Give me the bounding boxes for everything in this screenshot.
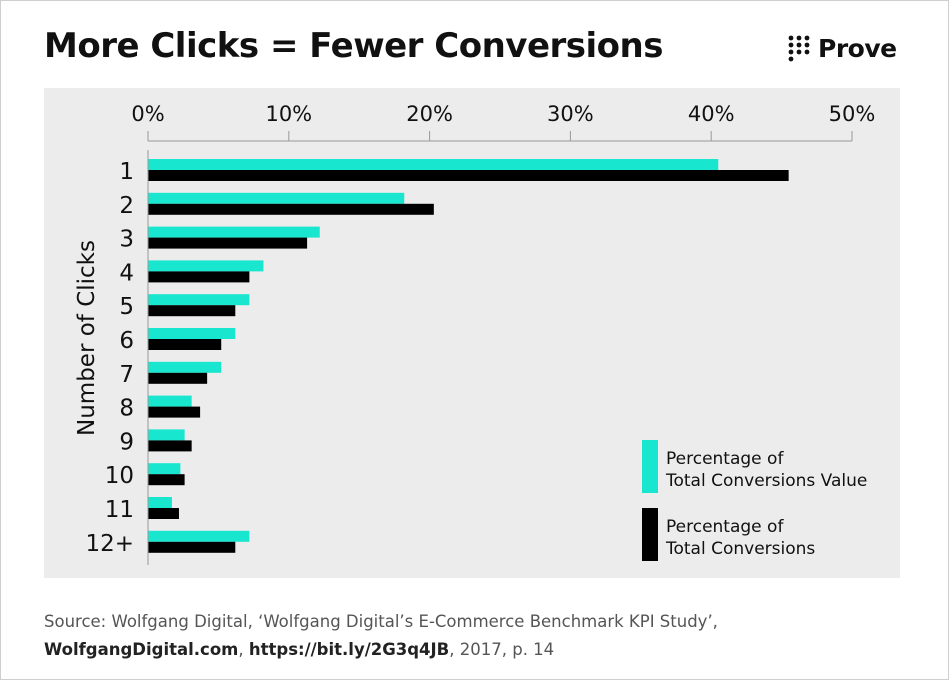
bar-total-conversions bbox=[148, 406, 201, 418]
brand-name: Prove bbox=[818, 34, 897, 63]
dot-grid-icon bbox=[788, 35, 810, 61]
category-label: 12+ bbox=[85, 531, 134, 557]
bar-conversions-value bbox=[148, 226, 320, 238]
brand-logo: Prove bbox=[788, 34, 897, 63]
y-axis-label: Number of Clicks bbox=[74, 240, 100, 436]
bar-total-conversions bbox=[148, 474, 185, 486]
category-label: 1 bbox=[119, 159, 134, 185]
x-tick-label: 30% bbox=[547, 102, 594, 126]
bars bbox=[148, 159, 789, 553]
legend-swatch-conversions bbox=[642, 508, 658, 561]
legend-label: Total Conversions bbox=[665, 539, 815, 559]
bar-total-conversions bbox=[148, 440, 192, 452]
x-tick-label: 20% bbox=[406, 102, 453, 126]
bar-total-conversions bbox=[148, 305, 236, 317]
bar-total-conversions bbox=[148, 237, 308, 249]
category-label: 6 bbox=[119, 328, 134, 354]
category-label: 5 bbox=[119, 294, 134, 320]
bar-conversions-value bbox=[148, 497, 172, 508]
bar-conversions-value bbox=[148, 328, 236, 339]
bar-conversions-value bbox=[148, 159, 719, 170]
bar-conversions-value bbox=[148, 429, 185, 441]
bar-conversions-value bbox=[148, 530, 250, 542]
source-site: WolfgangDigital.com bbox=[44, 640, 239, 659]
bar-conversions-value bbox=[148, 260, 264, 272]
y-axis-categories: 1 2 3 4 5 6 7 8 9 10 11 12+ bbox=[85, 159, 134, 557]
bar-total-conversions bbox=[148, 170, 789, 181]
legend-swatch-value bbox=[642, 440, 658, 493]
category-label: 2 bbox=[119, 193, 134, 219]
x-tick-label: 10% bbox=[265, 102, 312, 126]
category-label: 4 bbox=[119, 260, 134, 286]
x-tick-label: 50% bbox=[829, 102, 876, 126]
bar-total-conversions bbox=[148, 508, 179, 519]
bar-conversions-value bbox=[148, 192, 405, 204]
legend-label: Percentage of bbox=[666, 449, 784, 469]
category-label: 9 bbox=[119, 429, 134, 455]
bar-conversions-value bbox=[148, 463, 181, 475]
x-axis-ticks: 0% 10% 20% 30% 40% 50% bbox=[131, 102, 876, 142]
bar-total-conversions bbox=[148, 541, 236, 553]
legend-label: Total Conversions Value bbox=[665, 471, 867, 491]
x-tick-label: 40% bbox=[688, 102, 735, 126]
bar-total-conversions bbox=[148, 372, 208, 384]
x-tick-label: 0% bbox=[131, 102, 164, 126]
source-link: https://bit.ly/2G3q4JB bbox=[248, 640, 450, 659]
category-label: 3 bbox=[119, 227, 134, 253]
bar-conversions-value bbox=[148, 395, 192, 407]
source-tail: , 2017, p. 14 bbox=[449, 640, 555, 659]
bar-conversions-value bbox=[148, 361, 222, 373]
bar-conversions-value bbox=[148, 294, 250, 306]
legend-label: Percentage of bbox=[666, 517, 784, 537]
category-label: 10 bbox=[105, 463, 134, 489]
source-note: Source: Wolfgang Digital, ‘Wolfgang Digi… bbox=[44, 608, 904, 664]
bar-total-conversions bbox=[148, 203, 434, 215]
source-line1: Source: Wolfgang Digital, ‘Wolfgang Digi… bbox=[44, 612, 718, 631]
bar-total-conversions bbox=[148, 271, 250, 283]
category-label: 7 bbox=[119, 362, 134, 388]
category-label: 11 bbox=[105, 497, 134, 523]
source-separator: , bbox=[238, 640, 249, 659]
category-label: 8 bbox=[119, 396, 134, 422]
bar-total-conversions bbox=[148, 339, 222, 350]
chart-title: More Clicks = Fewer Conversions bbox=[44, 26, 663, 66]
